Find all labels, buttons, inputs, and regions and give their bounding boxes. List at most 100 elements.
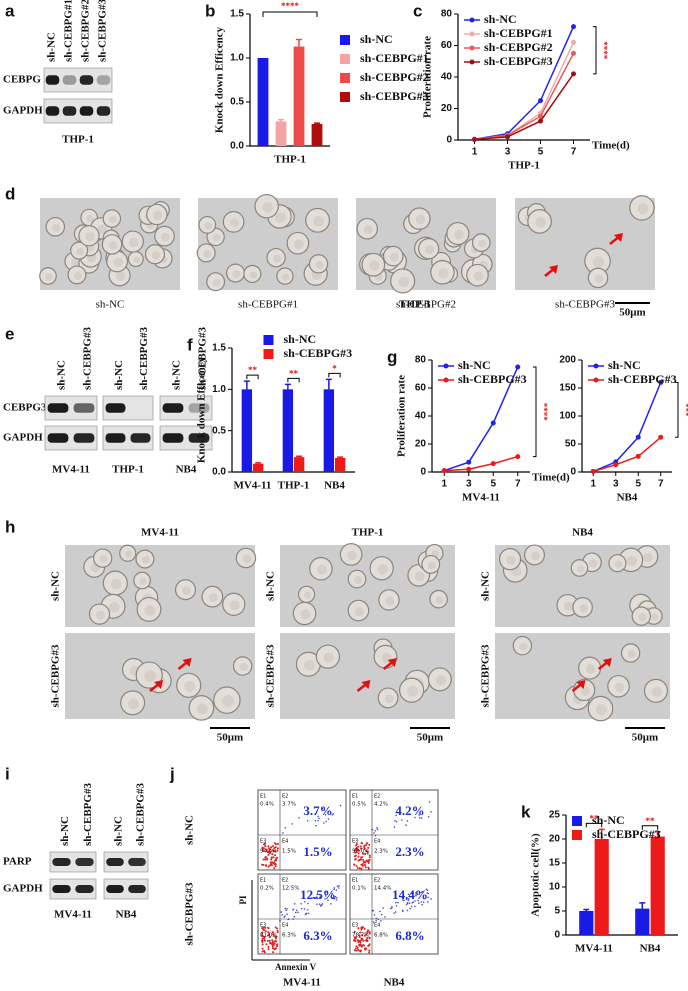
x-tick-label: 1 (441, 479, 447, 490)
y-tick-label: 60 (441, 40, 453, 51)
y-tick-label: 0 (570, 467, 576, 478)
series-line (592, 382, 662, 473)
cell-core (52, 223, 61, 232)
error-bar (243, 380, 250, 390)
band (73, 403, 95, 413)
band (188, 403, 210, 413)
event (271, 853, 274, 856)
cell-core (262, 201, 273, 213)
y-tick-label: 0 (420, 467, 426, 478)
event (330, 903, 332, 905)
event (306, 813, 309, 816)
event (284, 826, 287, 829)
event (298, 816, 300, 819)
event (364, 852, 367, 855)
event (276, 927, 279, 930)
event (360, 867, 363, 870)
rotated-label: PI (238, 895, 248, 904)
event (268, 933, 271, 936)
cell-core (73, 271, 82, 280)
label: PARP (3, 856, 32, 868)
x-tick-label: 5 (538, 147, 544, 158)
rotated-label: sh-NC (59, 816, 71, 846)
cell-core (242, 554, 252, 564)
significance: *** (681, 403, 688, 417)
event (354, 847, 357, 850)
event (273, 862, 276, 865)
scale-label: 50μm (217, 732, 243, 744)
y-tick-label: 0.0 (212, 467, 226, 478)
cell-core (614, 682, 625, 693)
event (292, 908, 295, 911)
band (47, 403, 69, 413)
event (375, 919, 378, 922)
event (336, 896, 338, 899)
cell-core (212, 234, 221, 242)
rotated-label: sh-CEBPG#3 (184, 882, 196, 945)
x-tick-label: MV4-11 (234, 480, 272, 492)
point (538, 118, 543, 124)
panel-letter: j (169, 764, 175, 783)
cell-core (427, 561, 436, 570)
error-bar (337, 456, 344, 458)
event (354, 937, 357, 940)
bracket (246, 374, 259, 380)
y-tick-label: 1.5 (212, 343, 226, 354)
event (403, 899, 405, 902)
event (368, 856, 371, 859)
event (318, 893, 321, 896)
event (300, 907, 303, 910)
rotated-label: sh-NC (56, 360, 68, 390)
gate-percent: 78.7% (352, 933, 369, 939)
x-tick-label: THP-1 (274, 154, 306, 166)
cell-core (519, 642, 528, 651)
cell-core (585, 664, 596, 675)
cell-core (196, 703, 208, 715)
arrow-head (361, 680, 371, 689)
band (45, 106, 60, 116)
legend-label: sh-CEBPG#3 (484, 54, 553, 68)
cell-core (579, 603, 589, 613)
event (401, 896, 404, 899)
error-bar (583, 908, 590, 911)
band (128, 885, 146, 893)
cell-core (385, 596, 395, 606)
legend-label: sh-CEBPG#3 (592, 827, 661, 841)
event (300, 902, 302, 905)
event (414, 892, 417, 894)
event (276, 849, 279, 852)
event (335, 889, 338, 891)
band (162, 433, 184, 443)
cell-core (506, 555, 516, 565)
event (420, 891, 423, 894)
cell-core (377, 564, 388, 575)
point (658, 379, 664, 385)
bar (241, 389, 253, 472)
cell-core (535, 217, 546, 228)
event (332, 813, 335, 815)
legend-marker (443, 377, 449, 383)
cell-core (563, 601, 574, 612)
cell-core (643, 552, 653, 563)
cell-core (99, 555, 108, 564)
x-tick-label: 1 (472, 147, 478, 158)
legend-label: sh-CEBPG#3 (608, 372, 677, 386)
cell-core (531, 551, 540, 561)
event (321, 807, 324, 810)
cell-core (249, 271, 258, 279)
legend-label: sh-CEBPG#3 (360, 89, 429, 103)
label: NB4 (116, 909, 137, 921)
cell-core (208, 593, 218, 603)
bar (579, 911, 594, 935)
panel-letter: g (387, 347, 397, 366)
event (265, 849, 268, 852)
y-tick-label: 40 (415, 411, 427, 422)
cell-core (369, 260, 380, 271)
panel-letter: c (413, 1, 422, 20)
event (274, 850, 277, 853)
gate-name: E4 (374, 839, 380, 845)
event (368, 951, 371, 954)
event (363, 934, 366, 937)
event (267, 931, 270, 934)
significance: ** (590, 813, 600, 823)
